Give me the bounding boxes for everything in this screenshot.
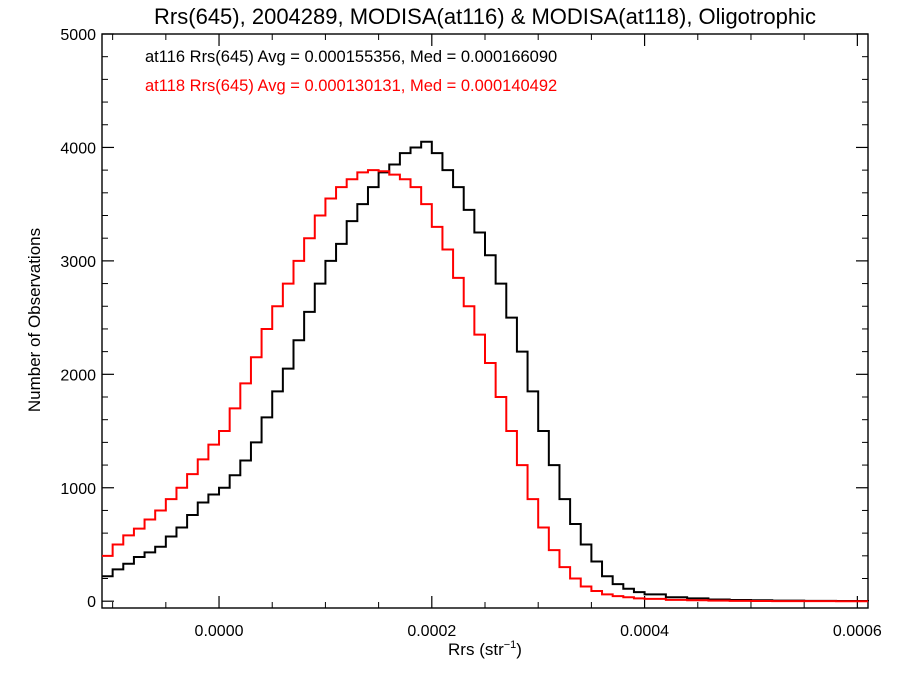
series-line-0 <box>102 140 869 602</box>
plot-frame <box>101 33 869 609</box>
legend-entry-at118: at118 Rrs(645) Avg = 0.000130131, Med = … <box>145 77 557 95</box>
y-tick-label: 1000 <box>60 481 96 498</box>
x-axis-label-superscript: −1 <box>504 639 517 651</box>
x-axis-label-main: Rrs (str <box>448 640 504 659</box>
x-axis-label: Rrs (str−1) <box>448 639 522 659</box>
y-axis-label: Number of Observations <box>25 228 44 412</box>
y-tick-label: 3000 <box>60 254 96 271</box>
y-tick-label: 0 <box>87 594 96 611</box>
y-tick-label: 5000 <box>60 27 96 44</box>
series-line-1 <box>102 169 868 603</box>
x-axis-ticks: 0.0000 0.0002 0.0004 0.0006 <box>112 34 882 640</box>
y-axis-ticks: 0 1000 2000 3000 4000 5000 <box>60 27 868 611</box>
y-tick-label: 2000 <box>60 367 96 384</box>
series-group <box>102 140 869 603</box>
legend-entry-at116: at116 Rrs(645) Avg = 0.000155356, Med = … <box>145 48 557 66</box>
x-axis-label-close: ) <box>516 640 522 659</box>
y-tick-label: 4000 <box>60 140 96 157</box>
x-tick-label: 0.0006 <box>833 623 882 640</box>
chart-title: Rrs(645), 2004289, MODISA(at116) & MODIS… <box>154 4 816 29</box>
x-tick-label: 0.0004 <box>620 623 669 640</box>
x-tick-label: 0.0002 <box>407 623 456 640</box>
x-tick-label: 0.0000 <box>195 623 244 640</box>
